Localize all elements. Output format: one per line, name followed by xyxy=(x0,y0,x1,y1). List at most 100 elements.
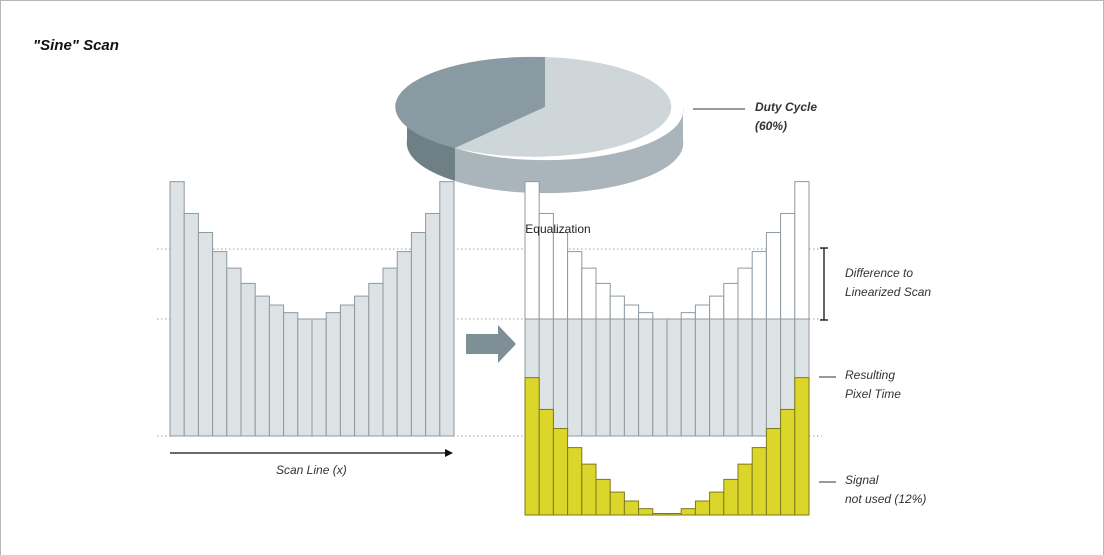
left-bar xyxy=(396,251,412,437)
resulting-label-line1: Resulting xyxy=(845,368,896,382)
equalized-bar xyxy=(609,318,625,437)
signal-bar xyxy=(680,508,696,516)
signal-bar xyxy=(751,447,767,516)
signal-bar xyxy=(595,478,611,516)
left-bar xyxy=(254,295,270,437)
left-bar xyxy=(197,232,214,437)
right-bar-group xyxy=(524,181,810,437)
equalized-bar xyxy=(595,318,611,437)
left-bar xyxy=(169,181,185,437)
equalized-bar xyxy=(680,318,696,437)
equalized-bar xyxy=(737,318,753,437)
difference-bar xyxy=(709,295,725,320)
left-bar xyxy=(212,251,228,437)
signal-bar-group xyxy=(524,377,810,516)
left-bar xyxy=(425,212,441,437)
signal-bar xyxy=(638,508,654,516)
signal-bar xyxy=(567,447,583,516)
left-bar xyxy=(439,181,455,437)
equalized-bar xyxy=(765,318,782,437)
difference-bar xyxy=(524,181,540,320)
left-bar xyxy=(410,232,427,437)
signal-bar xyxy=(524,377,540,516)
left-bar xyxy=(382,267,398,437)
difference-label-line1: Difference to xyxy=(845,266,914,280)
equalized-bar xyxy=(623,318,640,437)
reference-lines xyxy=(157,248,822,437)
signal-bar xyxy=(780,408,796,516)
left-bar xyxy=(183,212,199,437)
equalized-bar xyxy=(581,318,597,437)
pie-light-side xyxy=(455,107,684,194)
signal-bar xyxy=(623,500,640,516)
transform-arrow xyxy=(466,325,516,363)
difference-bar xyxy=(581,267,597,320)
signal-bar xyxy=(652,513,668,516)
signal-bar xyxy=(552,428,569,516)
difference-bar xyxy=(694,304,711,320)
signal-label-line1: Signal xyxy=(845,473,879,487)
difference-bracket xyxy=(820,247,828,321)
scan-line-arrow xyxy=(170,449,453,457)
signal-bar xyxy=(723,478,739,516)
duty-cycle-label: Duty Cycle (60%) xyxy=(755,98,817,136)
signal-bar xyxy=(737,463,753,516)
left-bar xyxy=(311,318,327,437)
equalized-bar xyxy=(751,318,767,437)
signal-bar xyxy=(694,500,711,516)
equalized-bar xyxy=(694,318,711,437)
left-bar xyxy=(297,318,313,437)
signal-bar xyxy=(709,491,725,516)
difference-bar xyxy=(737,267,753,320)
difference-bar xyxy=(751,251,767,320)
difference-bar xyxy=(623,304,640,320)
difference-bar xyxy=(595,282,611,320)
equalized-bar xyxy=(638,318,654,437)
scan-line-label: Scan Line (x) xyxy=(276,463,347,477)
left-bar xyxy=(325,312,341,437)
equalized-bar xyxy=(723,318,739,437)
difference-bar xyxy=(794,181,810,320)
equalized-bar xyxy=(567,318,583,437)
left-bar xyxy=(354,295,370,437)
diagram-title: "Sine" Scan xyxy=(33,37,119,54)
left-bar xyxy=(339,304,356,437)
difference-label-line2: Linearized Scan xyxy=(845,285,932,299)
signal-label-line2: not used (12%) xyxy=(845,492,927,506)
pie-duty-cycle-slice xyxy=(455,57,672,157)
difference-bar xyxy=(680,312,696,320)
scan-line-arrowhead xyxy=(445,449,453,457)
signal-bar xyxy=(794,377,810,516)
equalized-bar xyxy=(666,318,682,437)
resulting-pixel-time-label: Resulting Pixel Time xyxy=(845,366,901,404)
signal-bar xyxy=(765,428,782,516)
pie-remainder-slice xyxy=(395,56,545,149)
signal-bar xyxy=(581,463,597,516)
signal-bar xyxy=(609,491,625,516)
pie-dark-side xyxy=(406,107,455,181)
signal-bar xyxy=(666,513,682,516)
left-bar-group xyxy=(169,181,455,437)
duty-cycle-label-line1: Duty Cycle xyxy=(755,100,818,114)
left-bar xyxy=(240,282,256,437)
difference-bar xyxy=(723,282,739,320)
difference-label: Difference to Linearized Scan xyxy=(845,264,931,302)
signal-bar xyxy=(538,408,554,516)
left-bar xyxy=(368,282,384,437)
left-bar xyxy=(283,312,299,437)
difference-bar xyxy=(609,295,625,320)
equalized-bar xyxy=(709,318,725,437)
difference-bar xyxy=(765,232,782,320)
duty-cycle-label-line2: (60%) xyxy=(755,119,788,133)
equalized-bar xyxy=(652,318,668,437)
difference-bar xyxy=(552,232,569,320)
signal-not-used-label: Signal not used (12%) xyxy=(845,471,926,509)
difference-bar xyxy=(780,212,796,320)
difference-bar xyxy=(567,251,583,320)
resulting-label-line2: Pixel Time xyxy=(845,387,901,401)
equalization-title: Equalization xyxy=(525,222,591,236)
left-bar xyxy=(268,304,285,437)
difference-bar xyxy=(638,312,654,320)
equalized-bar xyxy=(552,318,569,437)
